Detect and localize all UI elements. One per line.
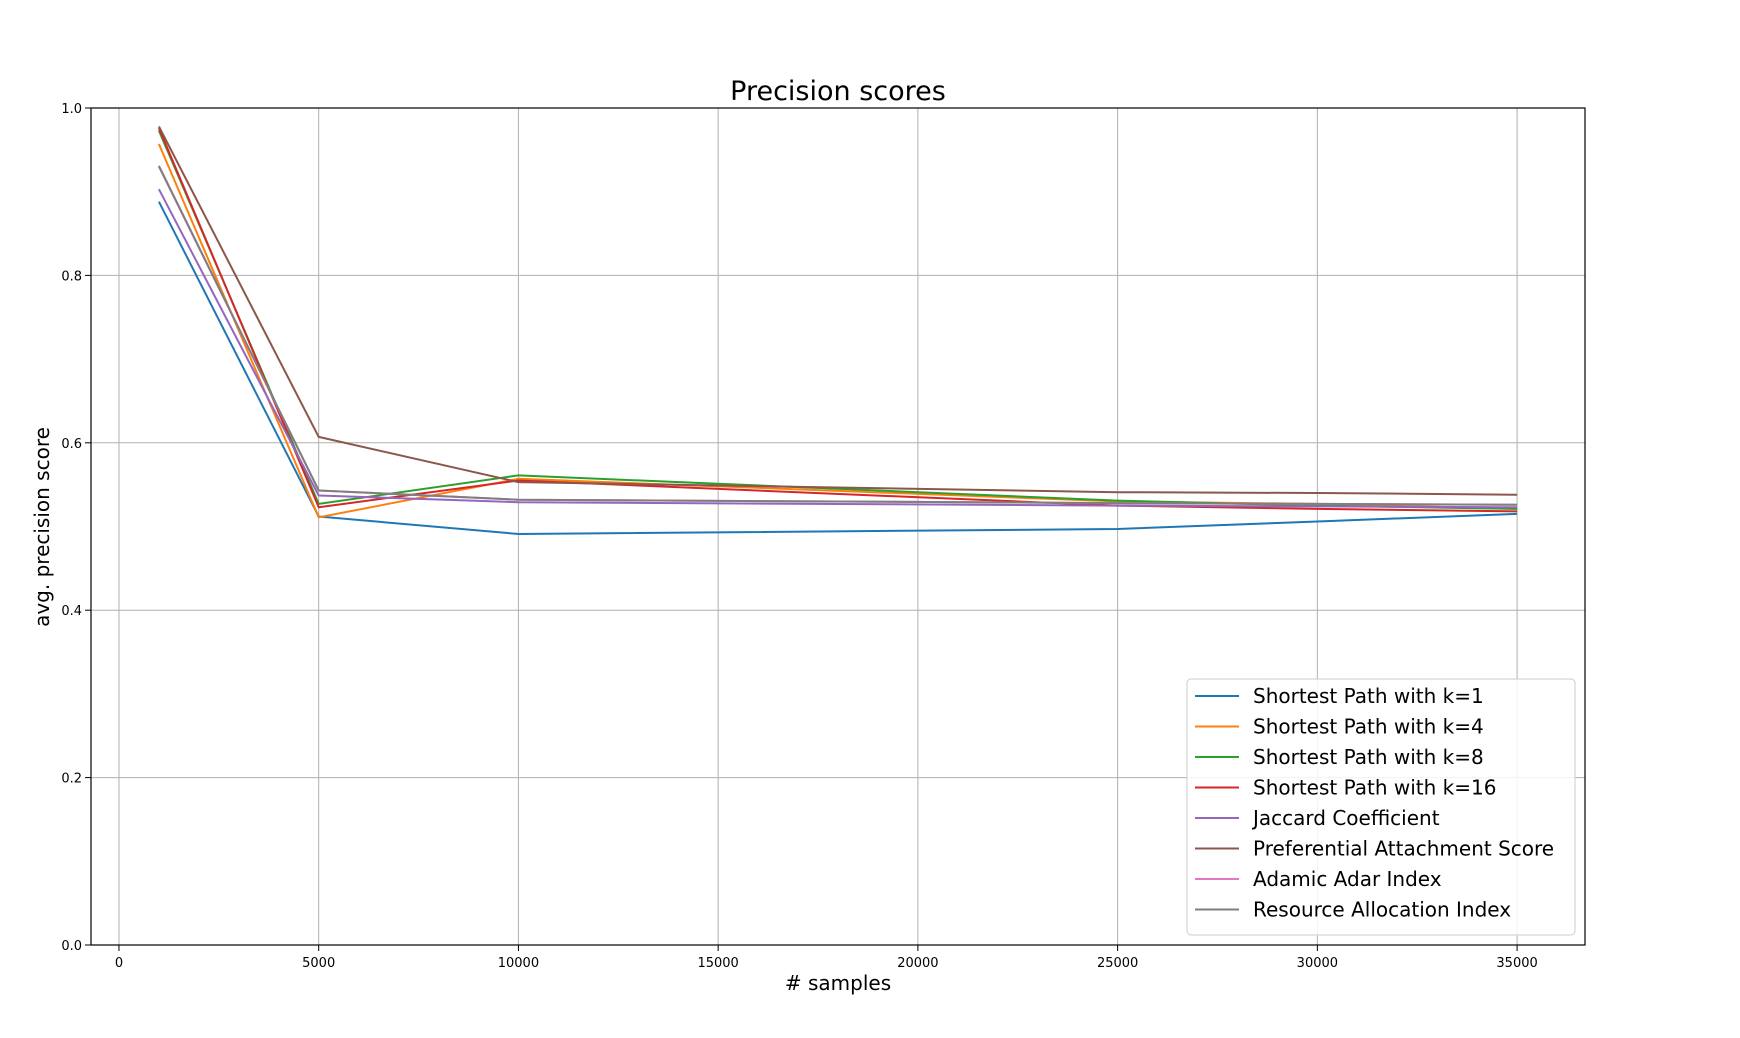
legend-entry: Adamic Adar Index (1253, 867, 1442, 891)
legend-entry: Shortest Path with k=8 (1253, 745, 1484, 769)
y-tick-label: 0.8 (61, 269, 82, 284)
x-tick-label: 35000 (1496, 956, 1537, 971)
series-line (158, 188, 1518, 509)
series-line (158, 125, 1518, 496)
legend: Shortest Path with k=1 Shortest Path with… (1186, 678, 1576, 936)
series-lines (157, 125, 1518, 535)
legend-box (1186, 678, 1576, 936)
axis-ticks: 0 5000 10000 15000 20000 25000 30000 35000 0.0 0.… (61, 102, 1537, 971)
series-line (158, 165, 1518, 506)
x-tick-label: 10000 (498, 956, 539, 971)
y-tick-label: 0.2 (61, 772, 82, 787)
x-tick-label: 15000 (697, 956, 738, 971)
y-tick-label: 0.0 (61, 939, 82, 954)
x-tick-label: 30000 (1297, 956, 1338, 971)
legend-entry: Shortest Path with k=16 (1253, 776, 1496, 800)
x-tick-label: 5000 (302, 956, 335, 971)
legend-entry: Shortest Path with k=4 (1253, 715, 1484, 739)
x-tick-label: 20000 (897, 956, 938, 971)
y-tick-label: 1.0 (61, 102, 82, 117)
x-tick-label: 0 (115, 956, 123, 971)
x-tick-label: 25000 (1097, 956, 1138, 971)
y-tick-label: 0.6 (61, 437, 82, 452)
plot-frame (90, 107, 1586, 946)
legend-entry: Jaccard Coefficient (1251, 806, 1440, 830)
x-axis-label: # samples (785, 971, 891, 995)
series-line (158, 201, 1518, 535)
legend-entry: Shortest Path with k=1 (1253, 684, 1484, 708)
y-axis-label: avg. precision score (30, 427, 54, 627)
chart-title: Precision scores (730, 76, 946, 107)
legend-entry: Resource Allocation Index (1253, 898, 1511, 922)
y-tick-label: 0.4 (61, 604, 82, 619)
legend-entry: Preferential Attachment Score (1253, 837, 1554, 861)
